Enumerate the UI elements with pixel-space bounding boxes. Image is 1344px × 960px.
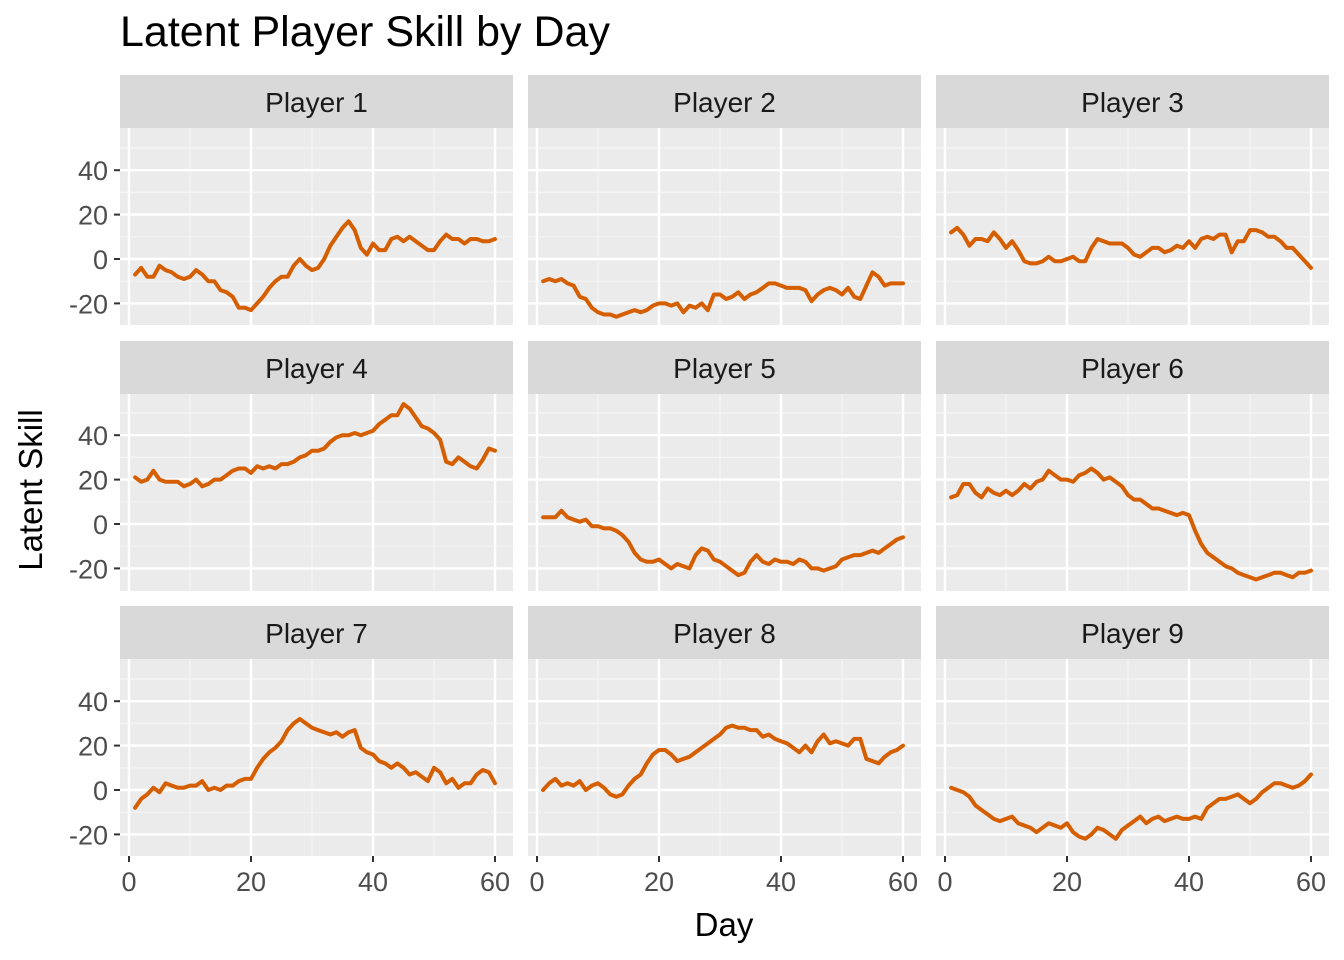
y-tick-label: 40 [78,156,108,186]
chart-title: Latent Player Skill by Day [120,8,610,56]
series-line [949,772,1313,841]
y-tick-label: 40 [78,421,108,451]
x-tick-label: 20 [644,867,674,897]
y-tick-label: 0 [93,776,108,806]
panel-background [120,659,513,856]
panel-background [528,659,921,856]
panel-background [528,394,921,591]
series-line [133,219,497,313]
series-line [133,717,497,810]
panel-background [936,128,1329,325]
facet-strip-label: Player 1 [265,87,368,118]
y-tick-label: 40 [78,687,108,717]
facet-strip [120,75,513,128]
panel-background [120,128,513,325]
x-tick-label: 40 [358,867,388,897]
facet-strip-label: Player 6 [1081,353,1184,384]
x-tick-label: 0 [937,867,952,897]
x-tick-label: 20 [1052,867,1082,897]
series-line [541,270,905,319]
y-tick-label: -20 [69,820,108,850]
facet-strip [528,341,921,394]
x-tick-label: 40 [766,867,796,897]
y-tick-label: -20 [69,289,108,319]
facet-strip-label: Player 9 [1081,618,1184,649]
x-tick-label: 0 [529,867,544,897]
x-tick-label: 60 [480,867,510,897]
y-tick-label: -20 [69,554,108,584]
facet-strip-label: Player 5 [673,353,776,384]
y-tick-label: 20 [78,466,108,496]
x-tick-label: 40 [1174,867,1204,897]
facet-strip [936,606,1329,659]
facet-strip-label: Player 4 [265,353,368,384]
panel-background [120,394,513,591]
series-line [949,466,1313,582]
facet-strip-label: Player 2 [673,87,776,118]
facet-strip [120,606,513,659]
facet-strip [936,75,1329,128]
facet-strip-label: Player 7 [265,618,368,649]
x-tick-label: 60 [1296,867,1326,897]
series-line [949,225,1313,270]
facet-strip-label: Player 3 [1081,87,1184,118]
facet-strip [120,341,513,394]
y-tick-label: 0 [93,510,108,540]
x-axis-title: Day [694,906,754,943]
x-tick-label: 20 [236,867,266,897]
facet-strip [528,75,921,128]
y-tick-label: 20 [78,732,108,762]
y-tick-label: 20 [78,201,108,231]
series-line [133,402,497,489]
x-tick-label: 60 [888,867,918,897]
facet-strip [936,341,1329,394]
facet-strip [528,606,921,659]
x-tick-label: 0 [121,867,136,897]
panel-background [528,128,921,325]
series-line [541,723,905,799]
y-tick-label: 0 [93,245,108,275]
facet-strip-label: Player 8 [673,618,776,649]
series-line [541,508,905,578]
panel-background [936,659,1329,856]
